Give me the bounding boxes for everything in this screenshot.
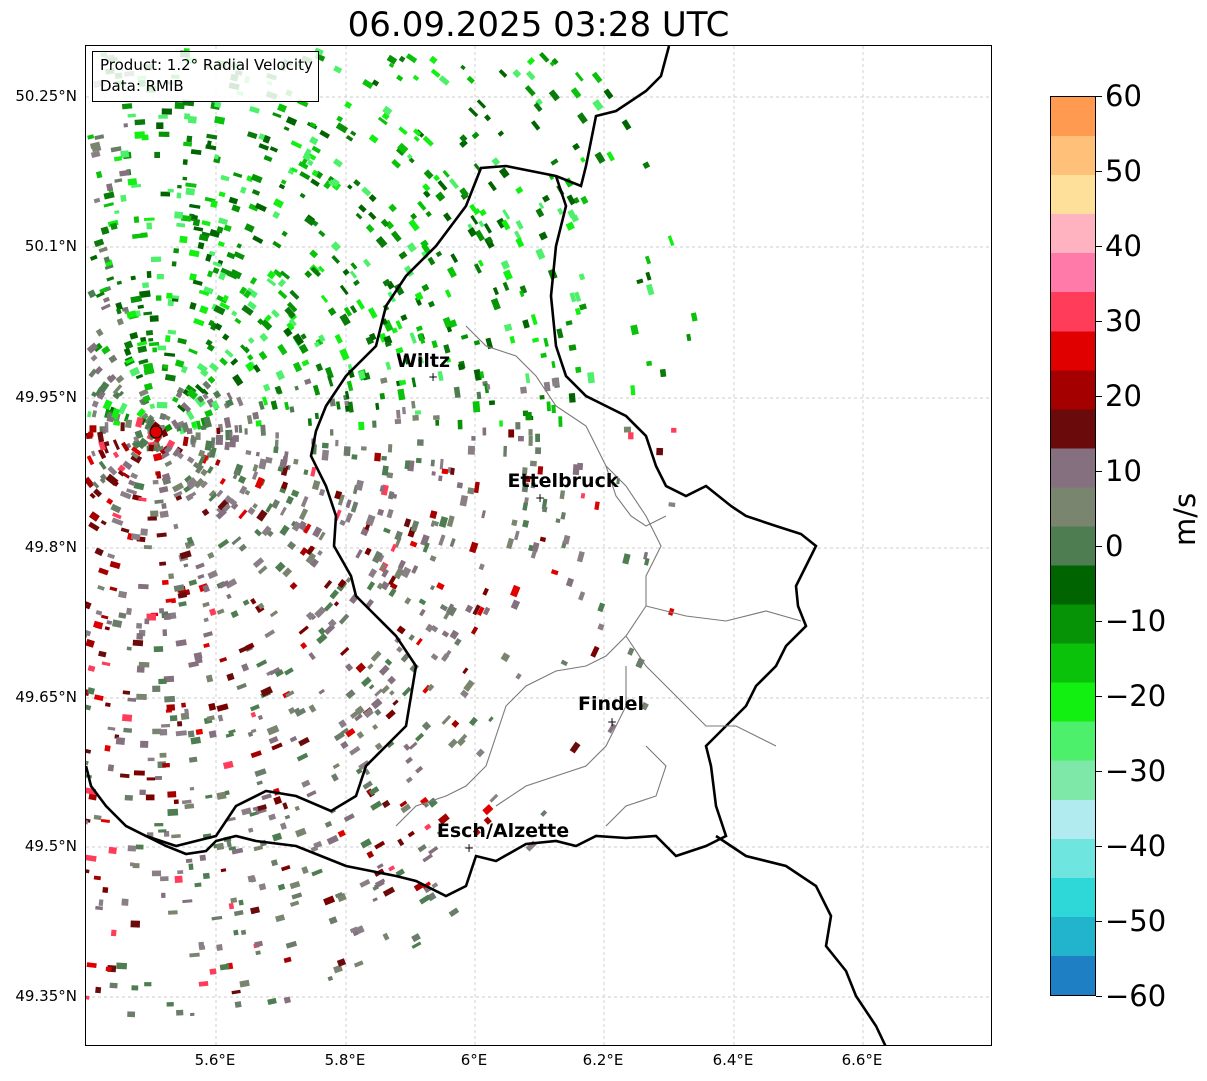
colorbar-tick-label: −50	[1105, 904, 1167, 938]
colorbar-tick-mark	[1096, 921, 1102, 922]
lat-tick: 50.25°N	[15, 87, 77, 105]
colorbar-tick-label: 60	[1105, 79, 1142, 113]
colorbar-tick-mark	[1096, 471, 1102, 472]
river-border	[715, 834, 887, 1045]
radar-site-marker	[149, 425, 163, 439]
colorbar-tick-label: 10	[1105, 454, 1142, 488]
lon-tick: 6.6°E	[841, 1051, 883, 1069]
lon-tick: 6°E	[460, 1051, 488, 1069]
velocity-colorbar	[1050, 96, 1096, 996]
lon-tick: 5.6°E	[194, 1051, 236, 1069]
colorbar-tick-label: 50	[1105, 154, 1142, 188]
ettelbruck-marker: +	[535, 491, 545, 505]
colorbar-tick-label: −40	[1105, 829, 1167, 863]
lux-border-east	[145, 175, 818, 898]
colorbar-tick-label: −30	[1105, 754, 1167, 788]
city-label-esch: Esch/Alzette	[436, 820, 570, 842]
colorbar-tick-label: 40	[1105, 229, 1142, 263]
colorbar-tick-label: −60	[1105, 979, 1167, 1013]
data-source-label: Data: RMIB	[100, 77, 184, 95]
lat-tick: 49.65°N	[15, 688, 77, 706]
lat-tick: 50.1°N	[24, 237, 77, 255]
wiltz-marker: +	[428, 370, 438, 384]
colorbar-tick-mark	[1096, 171, 1102, 172]
colorbar-tick-mark	[1096, 246, 1102, 247]
city-label-findel: Findel	[577, 693, 645, 715]
colorbar-tick-label: 30	[1105, 304, 1142, 338]
colorbar-tick-mark	[1096, 546, 1102, 547]
colorbar-tick-mark	[1096, 321, 1102, 322]
country-border	[86, 46, 671, 848]
product-label: Product: 1.2° Radial Velocity	[100, 56, 313, 74]
map-title: 06.09.2025 03:28 UTC	[347, 5, 730, 45]
colorbar-tick-mark	[1096, 696, 1102, 697]
product-info-box: Product: 1.2° Radial Velocity Data: RMIB	[92, 51, 319, 102]
velocity-echoes	[86, 47, 698, 1018]
city-label-wiltz: Wiltz	[395, 350, 451, 372]
colorbar-tick-label: 20	[1105, 379, 1142, 413]
colorbar-tick-mark	[1096, 771, 1102, 772]
map-canvas: + + + +	[86, 46, 991, 1045]
district-borders	[395, 325, 802, 827]
lon-tick: 5.8°E	[324, 1051, 366, 1069]
lat-tick: 49.95°N	[15, 388, 77, 406]
colorbar-tick-label: 0	[1105, 529, 1124, 563]
lat-tick: 49.5°N	[24, 837, 77, 855]
colorbar-tick-mark	[1096, 396, 1102, 397]
lon-tick: 6.2°E	[582, 1051, 624, 1069]
esch-marker: +	[464, 841, 474, 855]
lat-tick: 49.35°N	[15, 987, 77, 1005]
radar-map[interactable]: + + + +	[85, 45, 992, 1046]
lon-tick: 6.4°E	[712, 1051, 754, 1069]
colorbar-tick-label: −20	[1105, 679, 1167, 713]
city-label-ettelbruck: Ettelbruck	[507, 470, 619, 492]
colorbar-tick-label: −10	[1105, 604, 1167, 638]
colorbar-unit-label: m/s	[1168, 492, 1202, 546]
colorbar-tick-mark	[1096, 621, 1102, 622]
city-markers: + + + +	[428, 370, 617, 855]
colorbar-tick-mark	[1096, 96, 1102, 97]
colorbar-tick-mark	[1096, 996, 1102, 997]
findel-marker: +	[607, 715, 617, 729]
lat-tick: 49.8°N	[24, 538, 77, 556]
colorbar-tick-mark	[1096, 846, 1102, 847]
